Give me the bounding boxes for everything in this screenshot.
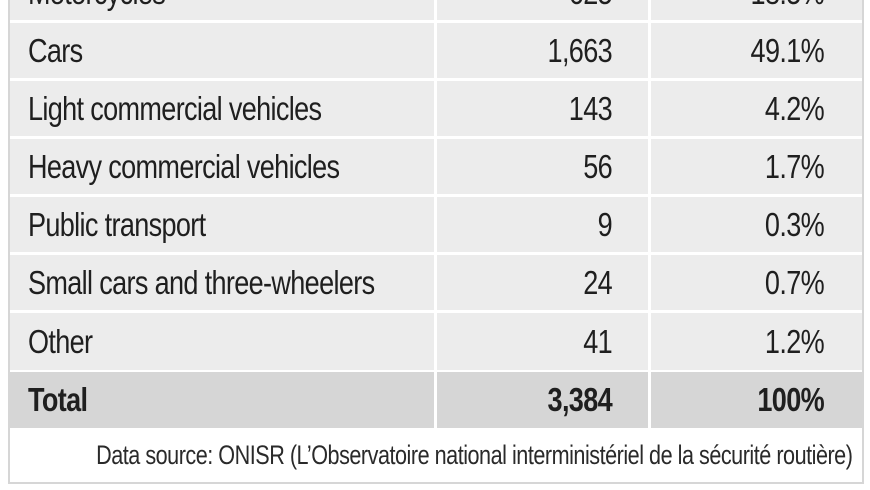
column-divider	[434, 372, 437, 428]
row-share: 49.1%	[750, 31, 825, 69]
row-count: 24	[583, 263, 612, 301]
row-label: Other	[28, 322, 93, 360]
data-source-note: Data source: ONISR (L’Observatoire natio…	[95, 440, 853, 470]
row-share: 0.3%	[764, 205, 825, 243]
table-row: Small cars and three-wheelers 24 0.7%	[10, 252, 862, 310]
total-share: 100%	[757, 381, 824, 418]
column-divider	[648, 81, 651, 136]
column-divider	[434, 23, 437, 78]
column-divider	[648, 197, 651, 252]
row-label: Heavy commercial vehicles	[28, 147, 340, 185]
table-row: Other 41 1.2%	[10, 310, 862, 370]
column-divider	[648, 255, 651, 310]
row-share: 18.5%	[676, 0, 825, 20]
row-count: 143	[568, 89, 613, 127]
total-row: Total 3,384 100%	[10, 372, 862, 428]
row-label: Small cars and three-wheelers	[28, 263, 375, 301]
column-divider	[434, 81, 437, 136]
row-label: Light commercial vehicles	[28, 89, 322, 127]
column-divider	[648, 0, 651, 20]
total-label: Total	[28, 381, 88, 418]
row-share: 1.7%	[764, 147, 825, 185]
row-count: 41	[583, 322, 612, 360]
row-count: 9	[597, 205, 613, 243]
column-divider	[648, 23, 651, 78]
row-share: 4.2%	[764, 89, 825, 127]
row-label: Cars	[28, 31, 83, 69]
row-count: 625	[432, 0, 613, 20]
table-row: Public transport 9 0.3%	[10, 194, 862, 252]
total-count: 3,384	[547, 381, 613, 418]
row-count: 56	[583, 147, 612, 185]
table-row: Motorcycles 625 18.5%	[10, 0, 862, 20]
column-divider	[434, 0, 437, 20]
row-share: 1.2%	[764, 322, 825, 360]
row-label: Motorcycles	[28, 0, 166, 20]
row-share: 0.7%	[764, 263, 825, 301]
table-row: Light commercial vehicles 143 4.2%	[10, 78, 862, 136]
column-divider	[648, 139, 651, 194]
row-label: Public transport	[28, 205, 206, 243]
column-divider	[434, 313, 437, 370]
row-count: 1,663	[547, 31, 613, 69]
table-row: Heavy commercial vehicles 56 1.7%	[10, 136, 862, 194]
data-table: Motorcycles 625 18.5% Cars 1,663 49.1% L…	[8, 0, 864, 430]
column-divider	[648, 372, 651, 428]
column-divider	[434, 197, 437, 252]
table-footer: Data source: ONISR (L’Observatoire natio…	[8, 430, 864, 484]
table-row: Cars 1,663 49.1%	[10, 20, 862, 78]
column-divider	[434, 255, 437, 310]
column-divider	[648, 313, 651, 370]
column-divider	[434, 139, 437, 194]
